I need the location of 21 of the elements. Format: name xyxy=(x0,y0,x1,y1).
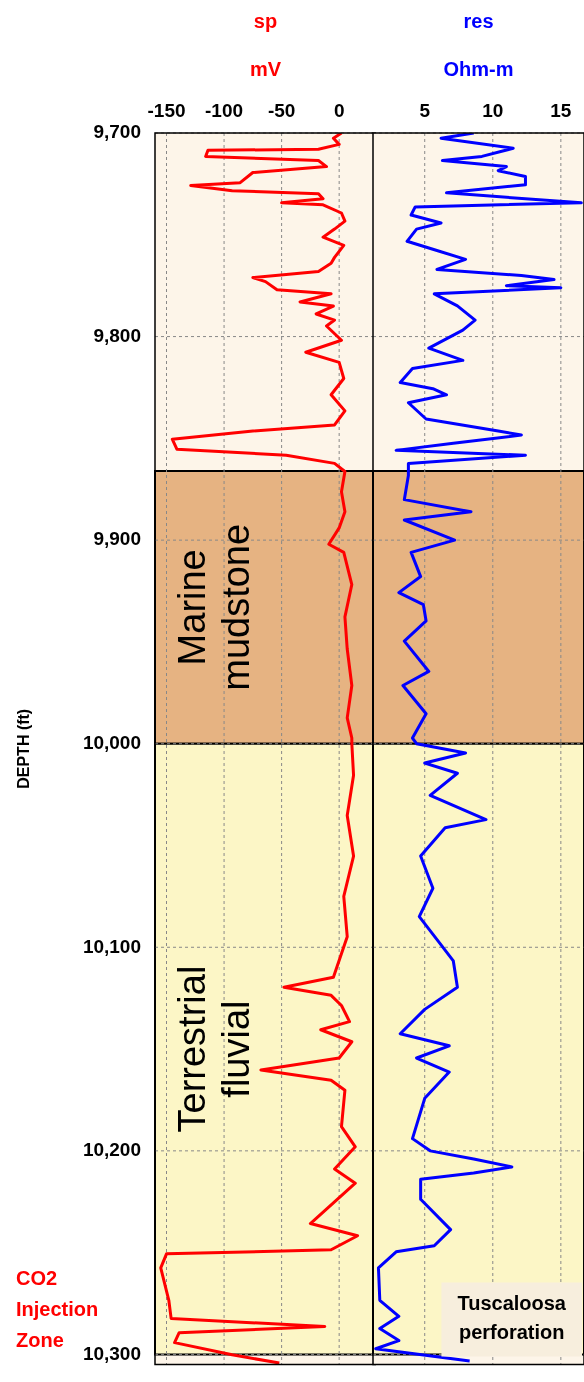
chart-title: res xyxy=(463,9,494,32)
y-tick-label: 10,200 xyxy=(82,1139,141,1161)
x-tick-label: -50 xyxy=(267,99,296,121)
x-axis-title: Ohm-m xyxy=(443,57,514,80)
y-tick-label: 9,800 xyxy=(93,324,141,346)
y-axis-title: DEPTH (ft) xyxy=(15,708,33,789)
x-tick-label: -100 xyxy=(205,99,244,121)
x-tick-label: 5 xyxy=(419,99,431,121)
x-tick-label: 15 xyxy=(550,99,572,121)
y-tick-label: 9,700 xyxy=(93,121,141,143)
band-label: Marine mudstone xyxy=(171,523,258,691)
x-tick-label: 10 xyxy=(482,99,504,121)
chart-title: sp xyxy=(253,9,278,32)
annotation: Tuscaloosa perforation xyxy=(457,1292,567,1344)
x-tick-label: 0 xyxy=(333,99,345,121)
x-tick-label: -150 xyxy=(147,99,186,121)
band-label: Terrestrial fluvial xyxy=(171,965,258,1133)
y-tick-label: 9,900 xyxy=(93,528,141,550)
y-tick-label: 10,100 xyxy=(82,935,141,957)
x-axis-title: mV xyxy=(249,57,282,80)
y-tick-label: 10,000 xyxy=(82,731,141,753)
